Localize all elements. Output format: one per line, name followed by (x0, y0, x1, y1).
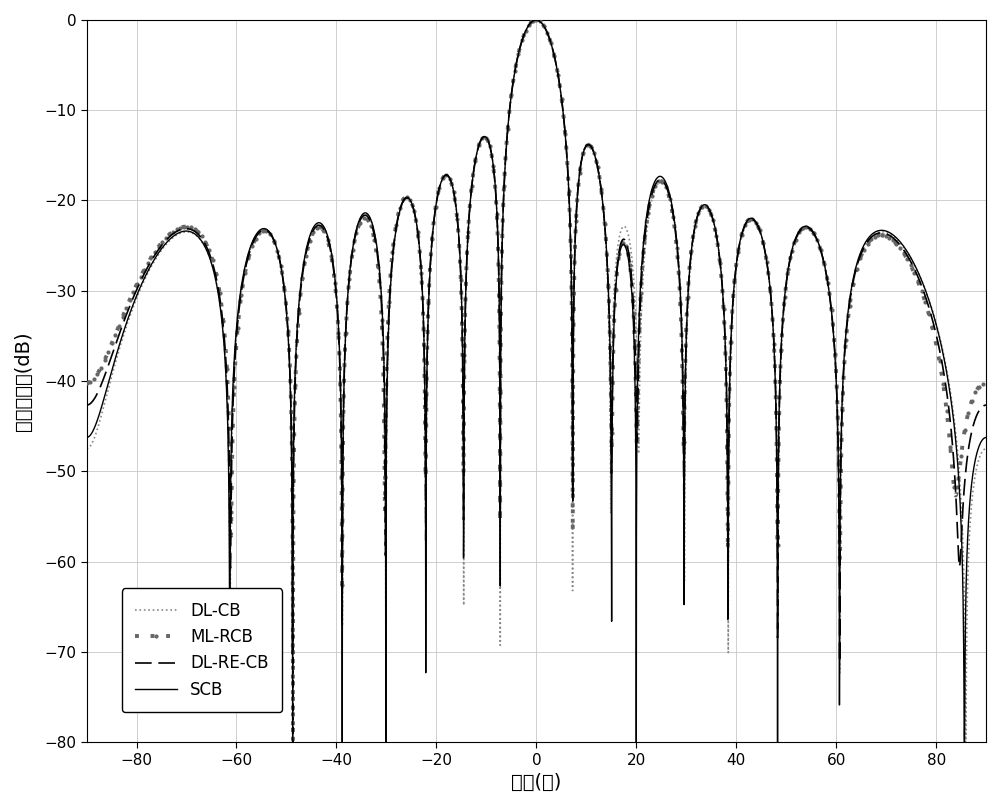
DL-RE-CB (620, 239, 632, 248)
DL-RE-CB (81, 401, 93, 410)
DL-RE-CB (820, 271, 832, 280)
X-axis label: 方向(度): 方向(度) (511, 773, 562, 792)
SCB (244, 243, 256, 253)
SCB (424, 259, 436, 268)
SCB (620, 244, 632, 254)
DL-CB (666, 202, 678, 211)
Line: DL-RE-CB: DL-RE-CB (87, 20, 986, 742)
ML-RCB (244, 248, 256, 258)
Line: DL-CB: DL-CB (87, 20, 986, 742)
DL-CB (752, 222, 764, 231)
ML-RCB (666, 205, 678, 214)
Legend: DL-CB, ML-RCB, DL-RE-CB, SCB: DL-CB, ML-RCB, DL-RE-CB, SCB (122, 588, 282, 713)
ML-RCB (980, 378, 992, 388)
SCB (980, 433, 992, 442)
ML-RCB (530, 15, 542, 25)
Line: ML-RCB: ML-RCB (84, 17, 989, 745)
DL-CB (530, 15, 542, 25)
SCB (666, 200, 678, 210)
SCB (336, 737, 348, 747)
ML-RCB (752, 222, 764, 231)
DL-CB (820, 269, 832, 279)
ML-RCB (820, 270, 832, 280)
DL-CB (620, 224, 632, 234)
ML-RCB (620, 242, 632, 251)
DL-RE-CB (980, 401, 992, 410)
DL-CB (81, 444, 93, 454)
ML-RCB (287, 737, 299, 747)
DL-CB (244, 246, 256, 256)
SCB (530, 15, 542, 25)
Line: SCB: SCB (87, 20, 986, 742)
DL-CB (424, 264, 436, 273)
DL-RE-CB (752, 222, 764, 231)
DL-RE-CB (244, 246, 256, 256)
DL-CB (960, 737, 972, 747)
Y-axis label: 归一化幅度(dB): 归一化幅度(dB) (14, 331, 33, 431)
SCB (752, 221, 764, 231)
SCB (820, 270, 832, 280)
SCB (81, 433, 93, 442)
ML-RCB (424, 256, 436, 266)
DL-RE-CB (424, 257, 436, 267)
DL-CB (980, 444, 992, 454)
DL-RE-CB (530, 15, 542, 25)
ML-RCB (81, 378, 93, 388)
DL-RE-CB (287, 737, 299, 747)
DL-RE-CB (666, 203, 678, 213)
